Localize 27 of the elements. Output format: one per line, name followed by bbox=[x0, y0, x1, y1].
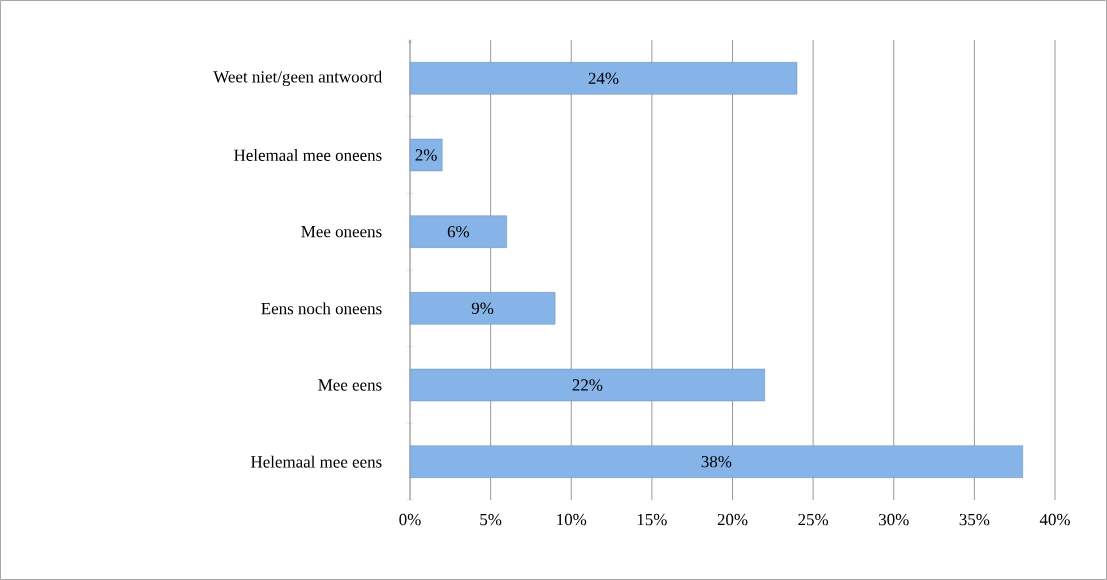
x-tick-label: 35% bbox=[959, 513, 990, 526]
x-tick-label: 5% bbox=[480, 513, 502, 526]
data-label: 22% bbox=[572, 379, 603, 391]
y-tick-label: Weet niet/geen antwoord bbox=[213, 70, 382, 87]
x-tick-label: 15% bbox=[637, 513, 667, 526]
x-tick-label: 40% bbox=[1039, 513, 1070, 526]
y-tick-label: Mee eens bbox=[318, 379, 382, 391]
data-label: 24% bbox=[588, 72, 619, 85]
x-tick-label: 10% bbox=[557, 513, 587, 526]
bar bbox=[409, 292, 556, 325]
bar bbox=[409, 445, 1023, 478]
y-tick-label: Eens noch oneens bbox=[261, 302, 382, 315]
data-label: 2% bbox=[415, 149, 437, 161]
x-tick-label: 0% bbox=[399, 513, 421, 526]
bar bbox=[409, 138, 443, 172]
data-label: 38% bbox=[701, 455, 732, 468]
bar bbox=[409, 62, 798, 95]
data-label: 6% bbox=[447, 225, 470, 238]
bar bbox=[409, 368, 765, 402]
y-tick-label: Helemaal mee eens bbox=[250, 455, 382, 468]
x-tick-label: 30% bbox=[879, 513, 909, 526]
bar bbox=[409, 215, 507, 248]
data-label: 9% bbox=[471, 302, 494, 315]
x-tick-label: 25% bbox=[798, 513, 829, 526]
y-tick-label: Helemaal mee oneens bbox=[234, 149, 382, 161]
x-tick-label: 20% bbox=[717, 513, 748, 526]
y-tick-label: Mee oneens bbox=[301, 226, 382, 238]
